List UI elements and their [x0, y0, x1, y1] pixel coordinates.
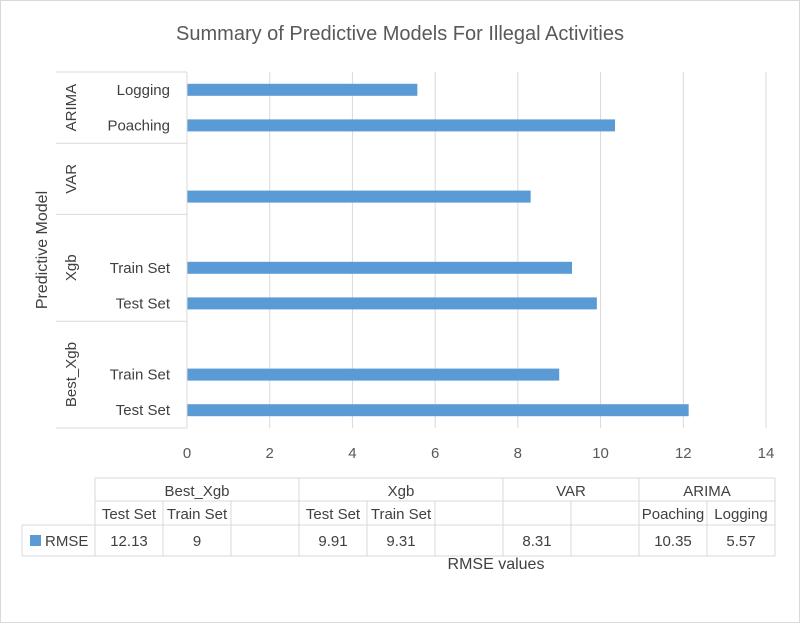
category-label: Test Set — [116, 295, 171, 312]
legend-label: RMSE — [45, 533, 88, 550]
table-category-header: Test Set — [306, 506, 361, 523]
category-label: Poaching — [107, 117, 170, 134]
group-label: Xgb — [63, 254, 80, 281]
x-axis-title: RMSE values — [448, 556, 545, 573]
table-value: 8.31 — [522, 533, 551, 550]
bar — [187, 404, 689, 417]
table-category-header: Logging — [714, 506, 767, 523]
data-table: Best_Xgb Xgb VAR ARIMA Test Set 12.13 Train Se… — [21, 477, 776, 557]
table-category-header: Train Set — [371, 506, 432, 523]
bar — [187, 190, 531, 203]
table-category-header: Poaching — [642, 506, 705, 523]
table-value: 9 — [193, 533, 201, 550]
group-label: Best_Xgb — [63, 342, 80, 407]
legend-swatch — [30, 535, 41, 546]
bar — [187, 83, 418, 96]
category-label: Train Set — [110, 367, 171, 384]
x-tick-label: 2 — [266, 445, 274, 462]
x-tick-label: 14 — [758, 445, 775, 462]
x-tick-label: 10 — [592, 445, 609, 462]
table-value: 5.57 — [726, 533, 755, 550]
x-tick-label: 8 — [514, 445, 522, 462]
x-tick-label: 6 — [431, 445, 439, 462]
table-value: 9.91 — [318, 533, 347, 550]
chart-title: Summary of Predictive Models For Illegal… — [176, 23, 624, 45]
category-label: Train Set — [110, 260, 171, 277]
category-axis: Test Set Train Set Test Set Train Set Poachi… — [56, 71, 188, 429]
table-group-header: Xgb — [388, 483, 415, 500]
table-category-header: Test Set — [102, 506, 157, 523]
category-label: Logging — [117, 82, 170, 99]
value-axis: 0 2 4 6 8 10 12 14 — [183, 445, 775, 462]
table-value: 9.31 — [386, 533, 415, 550]
bar — [187, 119, 616, 132]
table-value: 12.13 — [110, 533, 148, 550]
bars — [187, 83, 689, 417]
x-tick-label: 12 — [675, 445, 692, 462]
bar — [187, 261, 573, 274]
table-group-header: ARIMA — [683, 483, 731, 500]
table-category-header: Train Set — [167, 506, 228, 523]
table-value: 10.35 — [654, 533, 692, 550]
group-label: ARIMA — [63, 84, 80, 132]
y-axis-title: Predictive Model — [34, 191, 51, 309]
x-tick-label: 0 — [183, 445, 191, 462]
table-group-header: VAR — [556, 483, 586, 500]
category-label: Test Set — [116, 402, 171, 419]
table-group-header: Best_Xgb — [164, 483, 229, 500]
bar — [187, 297, 597, 310]
x-tick-label: 4 — [348, 445, 356, 462]
bar — [187, 368, 560, 381]
group-label: VAR — [63, 164, 80, 194]
